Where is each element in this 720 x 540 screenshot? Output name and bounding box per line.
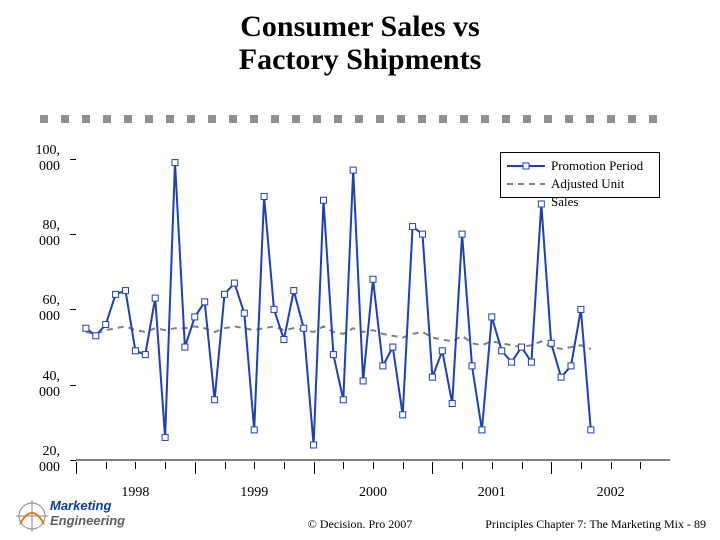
logo-text-bottom: Engineering: [50, 513, 125, 528]
legend-icon-promotion: [507, 165, 545, 167]
dotted-divider: [40, 110, 680, 122]
legend-icon-adjusted: [507, 183, 545, 185]
legend-row-promotion: Promotion Period: [551, 157, 651, 175]
ytick-label: 60, 000: [39, 293, 60, 325]
ytick-label: 80, 000: [39, 218, 60, 250]
ytick-label: 40, 000: [39, 369, 60, 401]
legend-label-promotion: Promotion Period: [551, 158, 643, 173]
title-line-2: Factory Shipments: [0, 43, 720, 76]
copyright-text: © Decision. Pro 2007: [308, 517, 412, 532]
page-label: Principles Chapter 7: The Marketing Mix …: [485, 517, 706, 532]
ytick-label: 100, 000: [36, 143, 61, 175]
slide-title: Consumer Sales vs Factory Shipments: [0, 0, 720, 76]
title-line-1: Consumer Sales vs: [0, 10, 720, 43]
slide-footer: Marketing Engineering © Decision. Pro 20…: [0, 490, 720, 534]
marketing-engineering-logo: Marketing Engineering: [14, 496, 124, 534]
chart-legend: Promotion Period Adjusted Unit Sales: [500, 152, 660, 198]
ytick-label: 20, 000: [39, 444, 60, 476]
sales-chart: Promotion Period Adjusted Unit Sales 20,…: [70, 140, 670, 480]
logo-text-top: Marketing: [50, 498, 125, 513]
legend-row-adjusted: Adjusted Unit Sales: [551, 175, 651, 193]
